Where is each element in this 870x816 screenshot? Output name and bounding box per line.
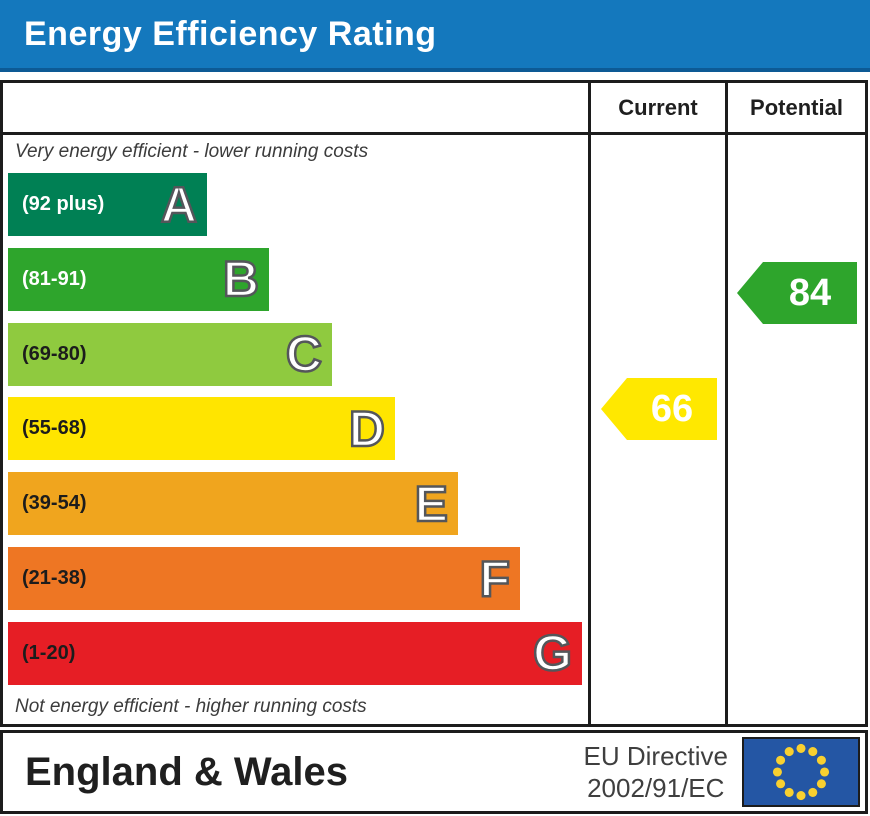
band-letter: F (478, 550, 511, 607)
column-header-potential: Potential (750, 94, 843, 120)
band-row-A: (92 plus) A (8, 173, 207, 236)
eu-directive-text: EU Directive 2002/91/EC (584, 740, 728, 805)
left-arrow-icon (601, 378, 627, 440)
chart-title: Energy Efficiency Rating (24, 14, 437, 53)
current-header-cell: Current (588, 83, 725, 132)
title-banner: Energy Efficiency Rating (0, 0, 870, 72)
band-row-G: (1-20) G (8, 621, 582, 685)
band-letter: C (285, 326, 324, 383)
band-range-label: (1-20) (22, 641, 76, 664)
header-spacer-cell (3, 83, 588, 132)
band-row-E: (39-54) E (8, 472, 458, 536)
current-rating-cell: 66 (588, 135, 725, 724)
band-letter: A (160, 176, 199, 233)
table-header-row: Current Potential (3, 83, 865, 135)
band-letter: B (222, 251, 261, 308)
left-arrow-icon (737, 262, 763, 324)
band-row-C: (69-80) C (8, 322, 332, 386)
band-row-D: (55-68) D (8, 397, 395, 461)
band-row-F: (21-38) F (8, 547, 520, 610)
band-range-label: (81-91) (22, 267, 87, 290)
band-row-B: (81-91) B (8, 247, 269, 311)
band-range-label: (69-80) (22, 342, 87, 365)
table-body-row: Very energy efficient - lower running co… (3, 135, 865, 724)
top-note: Very energy efficient - lower running co… (15, 141, 369, 162)
current-rating-arrow-value: 66 (627, 378, 717, 440)
band-range-label: (55-68) (22, 417, 87, 440)
band-range-label: (39-54) (22, 492, 87, 515)
eu-flag-stars (772, 743, 830, 801)
eu-directive-line1: EU Directive (583, 740, 728, 771)
rating-table: Current Potential Very energy efficient … (0, 80, 868, 727)
bottom-note: Not energy efficient - higher running co… (15, 696, 367, 717)
epc-bands: Very energy efficient - lower running co… (3, 135, 588, 724)
band-letter: D (348, 400, 387, 457)
eu-directive-line2: 2002/91/EC (587, 773, 725, 803)
eu-flag-icon (742, 737, 860, 807)
potential-rating-arrow-value: 84 (763, 262, 857, 324)
current-rating-arrow: 66 (601, 378, 717, 440)
footer-bar: England & Wales EU Directive 2002/91/EC (0, 730, 868, 814)
potential-rating-cell: 84 (725, 135, 865, 724)
potential-rating-arrow: 84 (737, 262, 857, 324)
band-letter: G (532, 625, 573, 682)
column-header-current: Current (618, 94, 698, 120)
band-range-label: (92 plus) (22, 193, 105, 215)
potential-header-cell: Potential (725, 83, 865, 132)
footer-region-label: England & Wales (25, 749, 349, 794)
band-letter: E (413, 475, 449, 532)
band-range-label: (21-38) (22, 567, 87, 589)
